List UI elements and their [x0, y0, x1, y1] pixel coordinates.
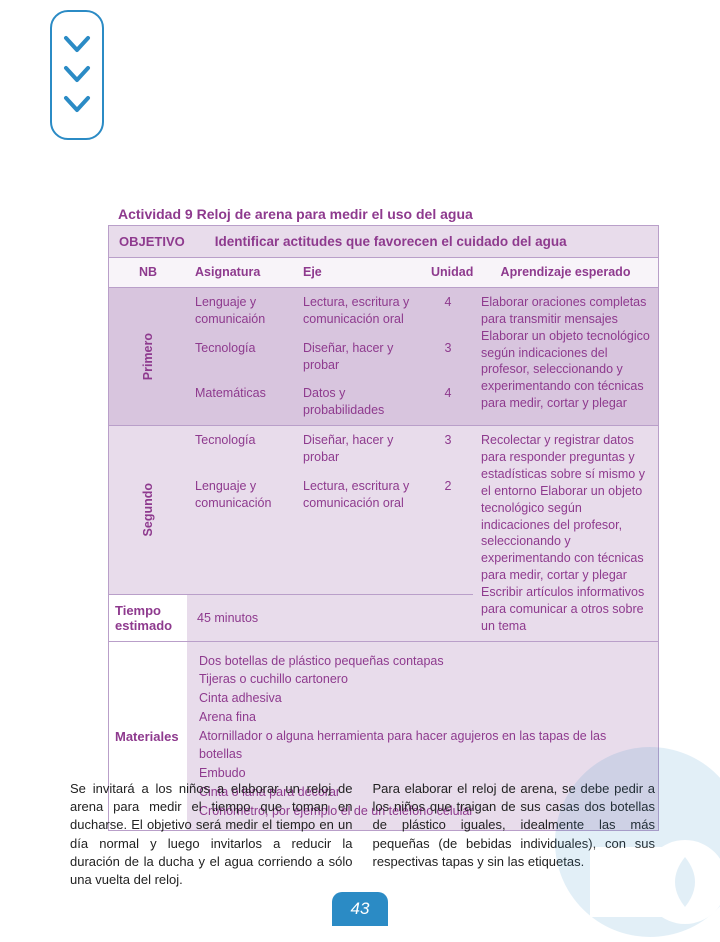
primero-aprendizaje: Elaborar oraciones completas para transm… — [473, 288, 658, 425]
activity-title: Actividad 9 Reloj de arena para medir el… — [118, 206, 473, 222]
tiempo-label: Tiempo estimado — [109, 595, 187, 641]
header-nb: NB — [109, 258, 187, 287]
cell-asignatura: Tecnología — [187, 334, 295, 380]
cell-asignatura: Lenguaje y comunicaión — [187, 288, 295, 334]
header-asignatura: Asignatura — [187, 258, 295, 287]
cell-unidad: 2 — [423, 472, 473, 518]
curriculum-table: OBJETIVO Identificar actitudes que favor… — [108, 225, 659, 831]
cell-asignatura: Lenguaje y comunicación — [187, 472, 295, 518]
materiales-item: Dos botellas de plástico pequeñas contap… — [199, 652, 646, 671]
chevron-down-icon — [62, 30, 92, 60]
cell-asignatura: Matemáticas — [187, 379, 295, 425]
objetivo-value: Identificar actitudes que favorecen el c… — [215, 234, 567, 249]
cell-eje: Diseñar, hacer y probar — [295, 426, 423, 472]
tiempo-value: 45 minutos — [187, 595, 473, 641]
tiempo-row: Tiempo estimado 45 minutos — [109, 595, 473, 641]
header-eje: Eje — [295, 258, 423, 287]
paragraph-left: Se invitará a los niños a elaborar un re… — [70, 780, 353, 889]
table-row: Lenguaje y comunicaión Lectura, escritur… — [187, 288, 473, 334]
chevron-down-icon — [62, 90, 92, 120]
materiales-item: Arena fina — [199, 708, 646, 727]
page-number: 43 — [332, 892, 388, 926]
cell-eje: Diseñar, hacer y probar — [295, 334, 423, 380]
materiales-item: Tijeras o cuchillo cartonero — [199, 670, 646, 689]
column-headers: NB Asignatura Eje Unidad Aprendizaje esp… — [109, 258, 658, 288]
segundo-aprendizaje: Recolectar y registrar datos para respon… — [473, 426, 658, 641]
segundo-section: Segundo Tecnología Diseñar, hacer y prob… — [109, 426, 658, 642]
cell-eje: Lectura, escritura y comunicación oral — [295, 472, 423, 518]
cell-unidad: 4 — [423, 379, 473, 425]
cell-unidad: 4 — [423, 288, 473, 334]
cell-unidad: 3 — [423, 426, 473, 472]
table-row: Tecnología Diseñar, hacer y probar 3 — [187, 426, 473, 472]
chevron-ornament — [50, 10, 104, 140]
header-unidad: Unidad — [423, 258, 473, 287]
header-aprendizaje: Aprendizaje esperado — [473, 258, 658, 287]
primero-section: Primero Lenguaje y comunicaión Lectura, … — [109, 288, 658, 426]
cell-eje: Lectura, escritura y comunicación oral — [295, 288, 423, 334]
table-row: Matemáticas Datos y probabilidades 4 — [187, 379, 473, 425]
leaf-watermark-icon — [550, 742, 720, 942]
segundo-label: Segundo — [141, 483, 155, 536]
objetivo-row: OBJETIVO Identificar actitudes que favor… — [109, 226, 658, 258]
chevron-down-icon — [62, 60, 92, 90]
table-row: Tecnología Diseñar, hacer y probar 3 — [187, 334, 473, 380]
materiales-item: Cinta adhesiva — [199, 689, 646, 708]
cell-unidad: 3 — [423, 334, 473, 380]
objetivo-label: OBJETIVO — [119, 234, 185, 249]
cell-eje: Datos y probabilidades — [295, 379, 423, 425]
cell-asignatura: Tecnología — [187, 426, 295, 472]
primero-label: Primero — [141, 333, 155, 380]
table-row: Lenguaje y comunicación Lectura, escritu… — [187, 472, 473, 518]
